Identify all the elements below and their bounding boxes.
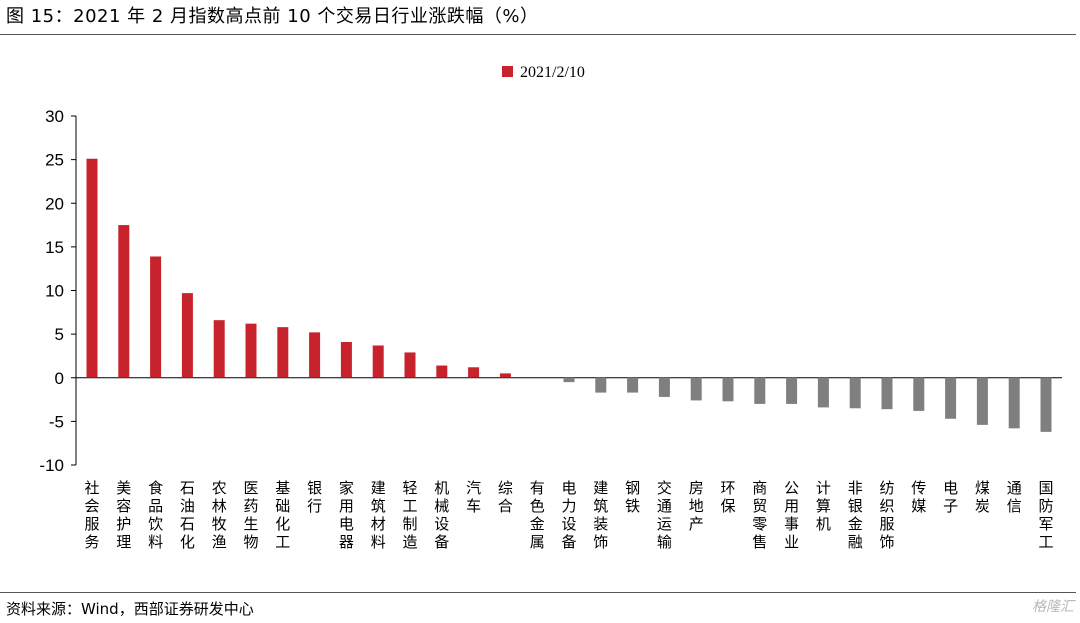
legend-swatch: [502, 66, 513, 77]
category-label: 国防军工: [1038, 479, 1053, 551]
category-label: 煤炭: [975, 479, 990, 515]
y-tick-label: 25: [45, 151, 64, 170]
bar: [976, 377, 988, 425]
category-label: 传媒: [911, 479, 926, 515]
y-tick-label: 5: [55, 325, 64, 344]
category-label: 通信: [1007, 479, 1022, 515]
category-label: 非银金融: [848, 479, 863, 551]
y-tick-label: 0: [55, 369, 64, 388]
category-label: 房地产: [689, 479, 704, 533]
category-label: 农林牧渔: [212, 479, 227, 551]
bar: [372, 345, 384, 378]
bar: [86, 158, 98, 378]
bar: [118, 225, 130, 378]
category-label: 环保: [720, 479, 735, 515]
category-label: 公用事业: [784, 479, 799, 551]
bar: [213, 320, 225, 378]
bar: [277, 327, 289, 378]
category-label: 医药生物: [243, 479, 258, 551]
y-tick-label: 15: [45, 238, 64, 257]
bar: [245, 323, 257, 378]
category-label: 社会服务: [84, 479, 99, 551]
category-label: 建筑装饰: [593, 479, 608, 551]
bar: [468, 367, 480, 378]
category-label: 电子: [943, 479, 958, 515]
bar: [945, 377, 957, 419]
top-rule: [0, 34, 1076, 35]
bar: [690, 377, 702, 401]
bar: [436, 365, 448, 378]
bar: [404, 352, 416, 378]
bar: [563, 377, 575, 383]
bar: [499, 373, 511, 378]
source-note: 资料来源：Wind，西部证券研发中心: [6, 600, 254, 618]
bar: [150, 256, 162, 378]
bottom-rule: [0, 592, 1076, 593]
bar: [1008, 377, 1020, 429]
category-label: 基础化工: [275, 479, 290, 551]
bar: [181, 293, 193, 378]
bar: [913, 377, 925, 411]
category-label: 计算机: [816, 479, 831, 533]
bar: [595, 377, 607, 393]
bar: [1040, 377, 1052, 432]
watermark-logo: 格隆汇: [1032, 599, 1074, 615]
category-label: 钢铁: [625, 479, 640, 515]
y-tick-label: 20: [45, 194, 64, 213]
bar: [881, 377, 893, 410]
category-label: 轻工制造: [402, 479, 417, 551]
y-tick-label: 10: [45, 282, 64, 301]
bar: [658, 377, 670, 397]
category-label: 交通运输: [657, 479, 672, 551]
bar: [754, 377, 766, 404]
category-label: 汽车: [466, 479, 481, 515]
category-label: 商贸零售: [752, 479, 767, 551]
bar: [627, 377, 639, 393]
bar: [340, 341, 352, 378]
category-label: 纺织服饰: [879, 479, 894, 551]
bar: [722, 377, 734, 402]
y-tick-label: -10: [39, 456, 64, 475]
category-label: 食品饮料: [148, 479, 163, 551]
category-label: 综合: [498, 479, 513, 515]
category-label: 电力设备: [561, 479, 576, 551]
category-label: 美容护理: [116, 479, 131, 551]
category-label: 建筑材料: [371, 479, 386, 551]
category-label: 石油石化: [180, 479, 195, 551]
category-label: 银行: [307, 479, 322, 515]
y-tick-label: 30: [45, 107, 64, 126]
y-tick-label: -5: [49, 412, 64, 431]
bar: [786, 377, 798, 404]
chart-title: 图 15：2021 年 2 月指数高点前 10 个交易日行业涨跌幅（%）: [6, 6, 539, 27]
bar: [817, 377, 829, 408]
bar: [849, 377, 861, 409]
bar: [309, 332, 321, 378]
category-label: 有色金属: [530, 479, 545, 551]
category-label: 家用电器: [339, 479, 354, 551]
legend-label: 2021/2/10: [520, 64, 585, 81]
category-label: 机械设备: [434, 479, 449, 551]
